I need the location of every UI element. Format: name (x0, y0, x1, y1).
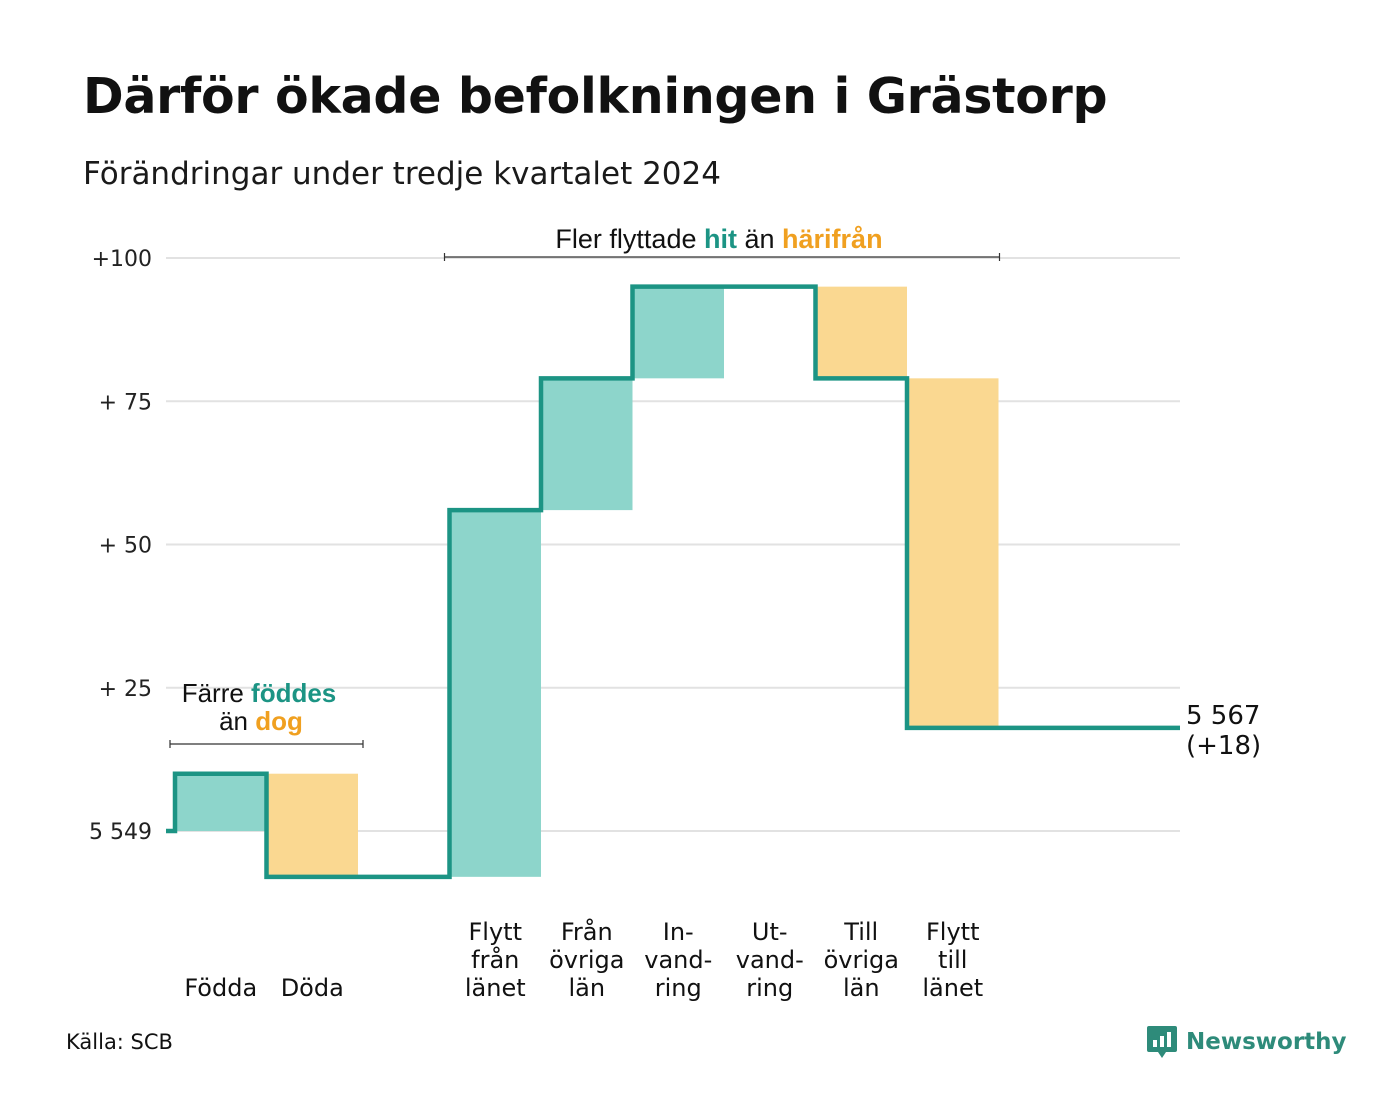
annotation-migration: Fler flyttade hit än härifrån (555, 224, 882, 254)
category-label: Flytt (469, 918, 523, 946)
annotation-segment: hit (704, 224, 737, 254)
bar-layer (175, 286, 999, 877)
decrease-bar (266, 773, 358, 877)
category-label: län (843, 974, 880, 1002)
y-tick-label: + 50 (99, 534, 152, 559)
category-label: Flytt (926, 918, 980, 946)
annotation-segment: föddes (251, 678, 336, 708)
annotation-segment: än (219, 706, 255, 736)
y-tick-label: + 75 (99, 390, 152, 415)
increase-bar (175, 773, 267, 831)
category-label: In- (663, 918, 694, 946)
brand-name: Newsworthy (1186, 1029, 1347, 1055)
category-label: till (938, 946, 967, 974)
y-tick-label: + 25 (99, 677, 152, 702)
chart-subtitle: Förändringar under tredje kvartalet 2024 (83, 156, 721, 192)
newsworthy-logo-icon (1147, 1026, 1177, 1058)
category-label: Från (561, 917, 613, 946)
end-value-label: 5 567 (1186, 701, 1260, 731)
annotation-segment: än (737, 224, 782, 254)
category-label: Ut- (752, 918, 788, 946)
category-label: vand- (644, 946, 712, 974)
cumulative-step-line (166, 284, 1180, 880)
category-label: ring (655, 974, 702, 1002)
end-change-label: (+18) (1186, 731, 1261, 761)
increase-bar (449, 510, 541, 877)
source-note: Källa: SCB (66, 1030, 173, 1054)
category-label: från (471, 945, 519, 974)
category-label: Till (843, 918, 878, 946)
increase-bar (632, 286, 724, 379)
increase-bar (541, 378, 633, 511)
newsworthy-logo[interactable]: Newsworthy (1146, 1024, 1347, 1060)
step-line-layer (166, 284, 1180, 880)
category-label: län (568, 974, 605, 1002)
category-label: övriga (824, 946, 899, 974)
annotation-births-line1: Färre föddes (182, 678, 337, 708)
category-label: Döda (281, 974, 344, 1002)
decrease-bar (907, 378, 999, 728)
annotation-segment: härifrån (782, 224, 883, 254)
decrease-bar (815, 286, 907, 379)
annotation-segment: Färre (182, 678, 251, 708)
category-label: Födda (184, 974, 257, 1002)
annotation-births-line2: än dog (219, 706, 303, 736)
category-label: övriga (549, 946, 624, 974)
category-label: länet (465, 974, 526, 1002)
y-tick-label: 5 549 (89, 820, 152, 845)
chart-title: Därför ökade befolkningen i Grästorp (83, 68, 1108, 125)
category-label: vand- (736, 946, 804, 974)
annotation-segment: Fler flyttade (555, 224, 704, 254)
y-tick-label: +100 (92, 247, 152, 272)
category-label: länet (922, 974, 983, 1002)
category-label: ring (746, 974, 793, 1002)
annotation-segment: dog (255, 706, 303, 736)
